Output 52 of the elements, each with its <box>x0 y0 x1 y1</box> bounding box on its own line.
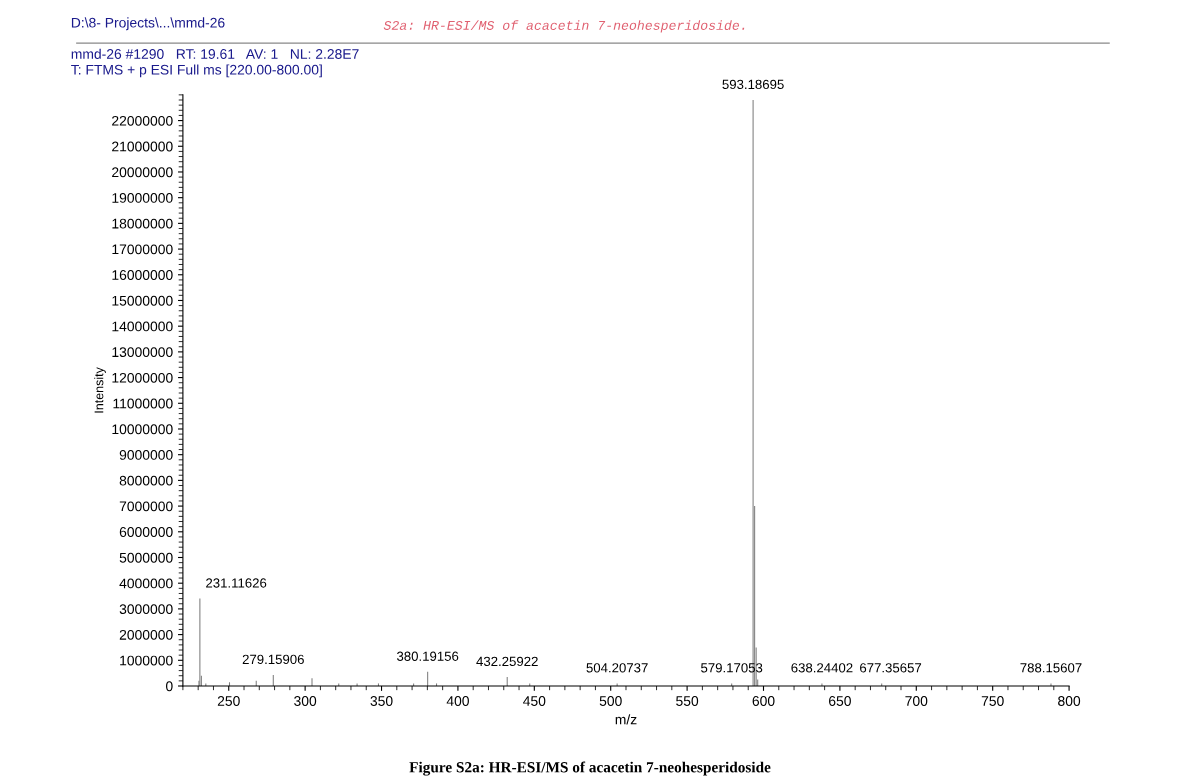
annotation: 788.15607 <box>1020 663 1082 673</box>
y-tick-label: 13000000 <box>112 347 173 358</box>
x-tick-label: 600 <box>752 696 775 706</box>
x-tick-label: 500 <box>599 696 622 706</box>
y-tick-label: 0 <box>166 681 173 692</box>
annotation: 380.19156 <box>396 651 459 661</box>
x-tick-label: 800 <box>1058 696 1081 706</box>
y-tick-label: 1000000 <box>120 655 173 666</box>
x-tick-label: 750 <box>981 696 1004 706</box>
annotation: 579.17053 <box>701 663 763 673</box>
y-tick-label: 21000000 <box>112 141 173 152</box>
y-tick-label: 18000000 <box>112 218 173 229</box>
y-tick-label: 9000000 <box>119 450 173 460</box>
y-tick-label: 2000000 <box>119 629 173 640</box>
y-tick-label: 5000000 <box>119 552 173 563</box>
x-tick-label: 400 <box>446 696 469 706</box>
y-axis-title: Intensity <box>94 367 106 413</box>
annotation: 638.24402 <box>791 663 853 673</box>
y-tick-label: 16000000 <box>112 270 173 280</box>
text: T: FTMS + p ESI Full ms [220.00-800.00] <box>71 64 322 78</box>
y-tick-label: 22000000 <box>112 115 173 126</box>
text: D:\8- Projects\...\mmd-26 <box>71 17 225 31</box>
y-tick-label: 7000000 <box>119 501 173 512</box>
x-tick-label: 650 <box>829 696 851 706</box>
chart-title: S2a: HR-ESI/MS of acacetin 7-neohesperidoside. <box>383 20 745 33</box>
annotation: 279.15906 <box>242 654 304 665</box>
y-tick-label: 11000000 <box>113 398 173 409</box>
y-tick-label: 19000000 <box>112 193 173 203</box>
y-tick-label: 15000000 <box>112 295 173 306</box>
y-tick-label: 8000000 <box>119 475 173 486</box>
caption: Figure S2a: HR-ESI/MS of acacetin 7-neohesperidoside <box>409 761 771 776</box>
x-axis-title: m/z <box>615 714 637 725</box>
y-tick-label: 3000000 <box>119 604 173 615</box>
y-tick-label: 20000000 <box>112 167 173 178</box>
y-tick-label: 6000000 <box>119 527 173 537</box>
x-tick-label: 350 <box>370 696 393 706</box>
y-tick-label: 10000000 <box>112 424 173 435</box>
annotation: 231.11626 <box>206 578 267 588</box>
annotation: 593.18695 <box>722 79 784 90</box>
x-tick-label: 300 <box>294 696 317 706</box>
x-tick-label: 550 <box>676 696 699 706</box>
y-tick-label: 17000000 <box>112 244 173 255</box>
x-tick-label: 450 <box>523 696 546 706</box>
annotation: 432.25922 <box>476 656 538 667</box>
annotation: 677.35657 <box>860 663 922 673</box>
y-tick-label: 4000000 <box>119 578 173 589</box>
annotation: 504.20737 <box>586 663 648 673</box>
y-tick-label: 14000000 <box>112 321 173 332</box>
y-tick-label: 12000000 <box>112 372 173 383</box>
text: mmd-26 #1290 RT: 19.61 AV: 1 NL: 2.28E7 <box>71 48 359 59</box>
x-tick-label: 700 <box>905 696 928 706</box>
x-tick-label: 250 <box>217 696 240 706</box>
